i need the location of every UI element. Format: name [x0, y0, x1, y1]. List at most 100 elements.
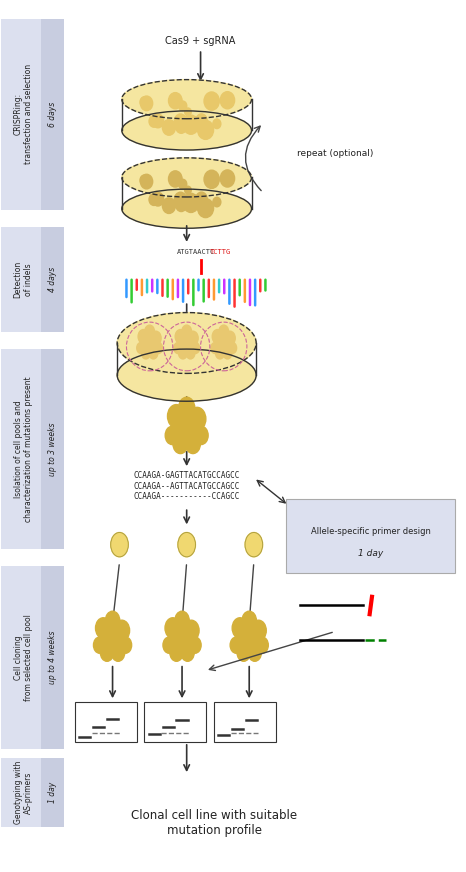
FancyBboxPatch shape [213, 702, 275, 742]
Ellipse shape [198, 120, 213, 140]
Ellipse shape [219, 325, 229, 338]
Ellipse shape [220, 92, 234, 109]
Text: ATGTAACTC: ATGTAACTC [177, 249, 215, 255]
FancyBboxPatch shape [144, 702, 206, 742]
Ellipse shape [192, 343, 199, 353]
Ellipse shape [251, 620, 266, 641]
Ellipse shape [140, 96, 153, 111]
Ellipse shape [223, 347, 232, 359]
Ellipse shape [152, 193, 164, 206]
Ellipse shape [171, 625, 193, 655]
Ellipse shape [111, 644, 125, 661]
Text: Cas9 + sgRNA: Cas9 + sgRNA [165, 36, 236, 45]
Ellipse shape [184, 620, 199, 641]
Ellipse shape [169, 92, 182, 109]
Ellipse shape [163, 637, 175, 653]
Ellipse shape [140, 97, 149, 107]
Ellipse shape [175, 330, 185, 344]
Ellipse shape [174, 343, 182, 353]
FancyBboxPatch shape [41, 19, 64, 210]
Ellipse shape [192, 199, 199, 208]
Text: up to 4 weeks: up to 4 weeks [48, 631, 57, 685]
Text: TCTTG: TCTTG [210, 249, 231, 255]
Text: CRISPRing:
transfection and selection: CRISPRing: transfection and selection [14, 65, 33, 165]
Ellipse shape [189, 637, 201, 653]
Ellipse shape [165, 426, 179, 445]
Ellipse shape [178, 398, 195, 419]
Text: CCAAGA--AGTTACATGCCAGCC: CCAAGA--AGTTACATGCCAGCC [133, 482, 240, 491]
Ellipse shape [185, 187, 191, 194]
Ellipse shape [185, 108, 191, 116]
Ellipse shape [149, 115, 159, 127]
Ellipse shape [122, 189, 252, 228]
Ellipse shape [137, 343, 145, 353]
Ellipse shape [196, 114, 207, 127]
Ellipse shape [140, 174, 153, 189]
Ellipse shape [122, 158, 252, 197]
Ellipse shape [198, 199, 213, 218]
Ellipse shape [173, 433, 188, 453]
Text: 6 days: 6 days [48, 102, 57, 127]
Text: Allele-specific primer design: Allele-specific primer design [311, 527, 431, 536]
Ellipse shape [178, 533, 195, 557]
Text: Detection
of indels: Detection of indels [14, 261, 33, 298]
Ellipse shape [225, 331, 235, 345]
Ellipse shape [178, 101, 187, 111]
Ellipse shape [182, 325, 192, 338]
Ellipse shape [119, 637, 132, 653]
Ellipse shape [256, 637, 268, 653]
Ellipse shape [186, 347, 195, 359]
Ellipse shape [213, 119, 221, 128]
Ellipse shape [167, 405, 185, 428]
Text: repeat (optional): repeat (optional) [297, 149, 373, 158]
Ellipse shape [188, 407, 206, 431]
Ellipse shape [117, 349, 256, 401]
Ellipse shape [122, 111, 252, 150]
Ellipse shape [152, 114, 164, 128]
Ellipse shape [204, 170, 219, 188]
Ellipse shape [174, 413, 199, 446]
Ellipse shape [232, 617, 248, 638]
Ellipse shape [111, 533, 128, 557]
FancyBboxPatch shape [286, 499, 455, 573]
FancyBboxPatch shape [41, 228, 64, 331]
Text: 4 days: 4 days [48, 267, 57, 292]
Text: 1 day: 1 day [48, 782, 57, 803]
FancyBboxPatch shape [1, 19, 41, 210]
Ellipse shape [174, 114, 187, 129]
Ellipse shape [181, 644, 194, 661]
Ellipse shape [238, 625, 260, 655]
Text: 1 day: 1 day [358, 548, 384, 558]
Ellipse shape [141, 347, 151, 359]
Ellipse shape [117, 312, 256, 373]
Ellipse shape [162, 198, 176, 214]
Text: Cell cloning
from selected cell pool: Cell cloning from selected cell pool [14, 614, 33, 701]
Ellipse shape [176, 120, 187, 133]
Text: up to 3 weeks: up to 3 weeks [48, 422, 57, 476]
Ellipse shape [242, 611, 256, 630]
Ellipse shape [245, 533, 263, 557]
Ellipse shape [100, 644, 114, 661]
Ellipse shape [170, 644, 183, 661]
Ellipse shape [193, 200, 200, 208]
Ellipse shape [228, 343, 237, 353]
Ellipse shape [175, 611, 189, 630]
Ellipse shape [185, 433, 200, 453]
Ellipse shape [196, 192, 207, 206]
Ellipse shape [176, 198, 187, 212]
Ellipse shape [96, 617, 111, 638]
Ellipse shape [237, 644, 250, 661]
Ellipse shape [213, 197, 221, 207]
Ellipse shape [211, 343, 219, 353]
Ellipse shape [230, 637, 242, 653]
Ellipse shape [151, 331, 161, 345]
Ellipse shape [94, 637, 106, 653]
Ellipse shape [178, 180, 187, 189]
Ellipse shape [212, 330, 223, 344]
Ellipse shape [193, 121, 200, 129]
Ellipse shape [215, 347, 225, 359]
FancyBboxPatch shape [41, 349, 64, 549]
Ellipse shape [248, 644, 261, 661]
Ellipse shape [162, 119, 176, 135]
FancyBboxPatch shape [1, 758, 41, 828]
